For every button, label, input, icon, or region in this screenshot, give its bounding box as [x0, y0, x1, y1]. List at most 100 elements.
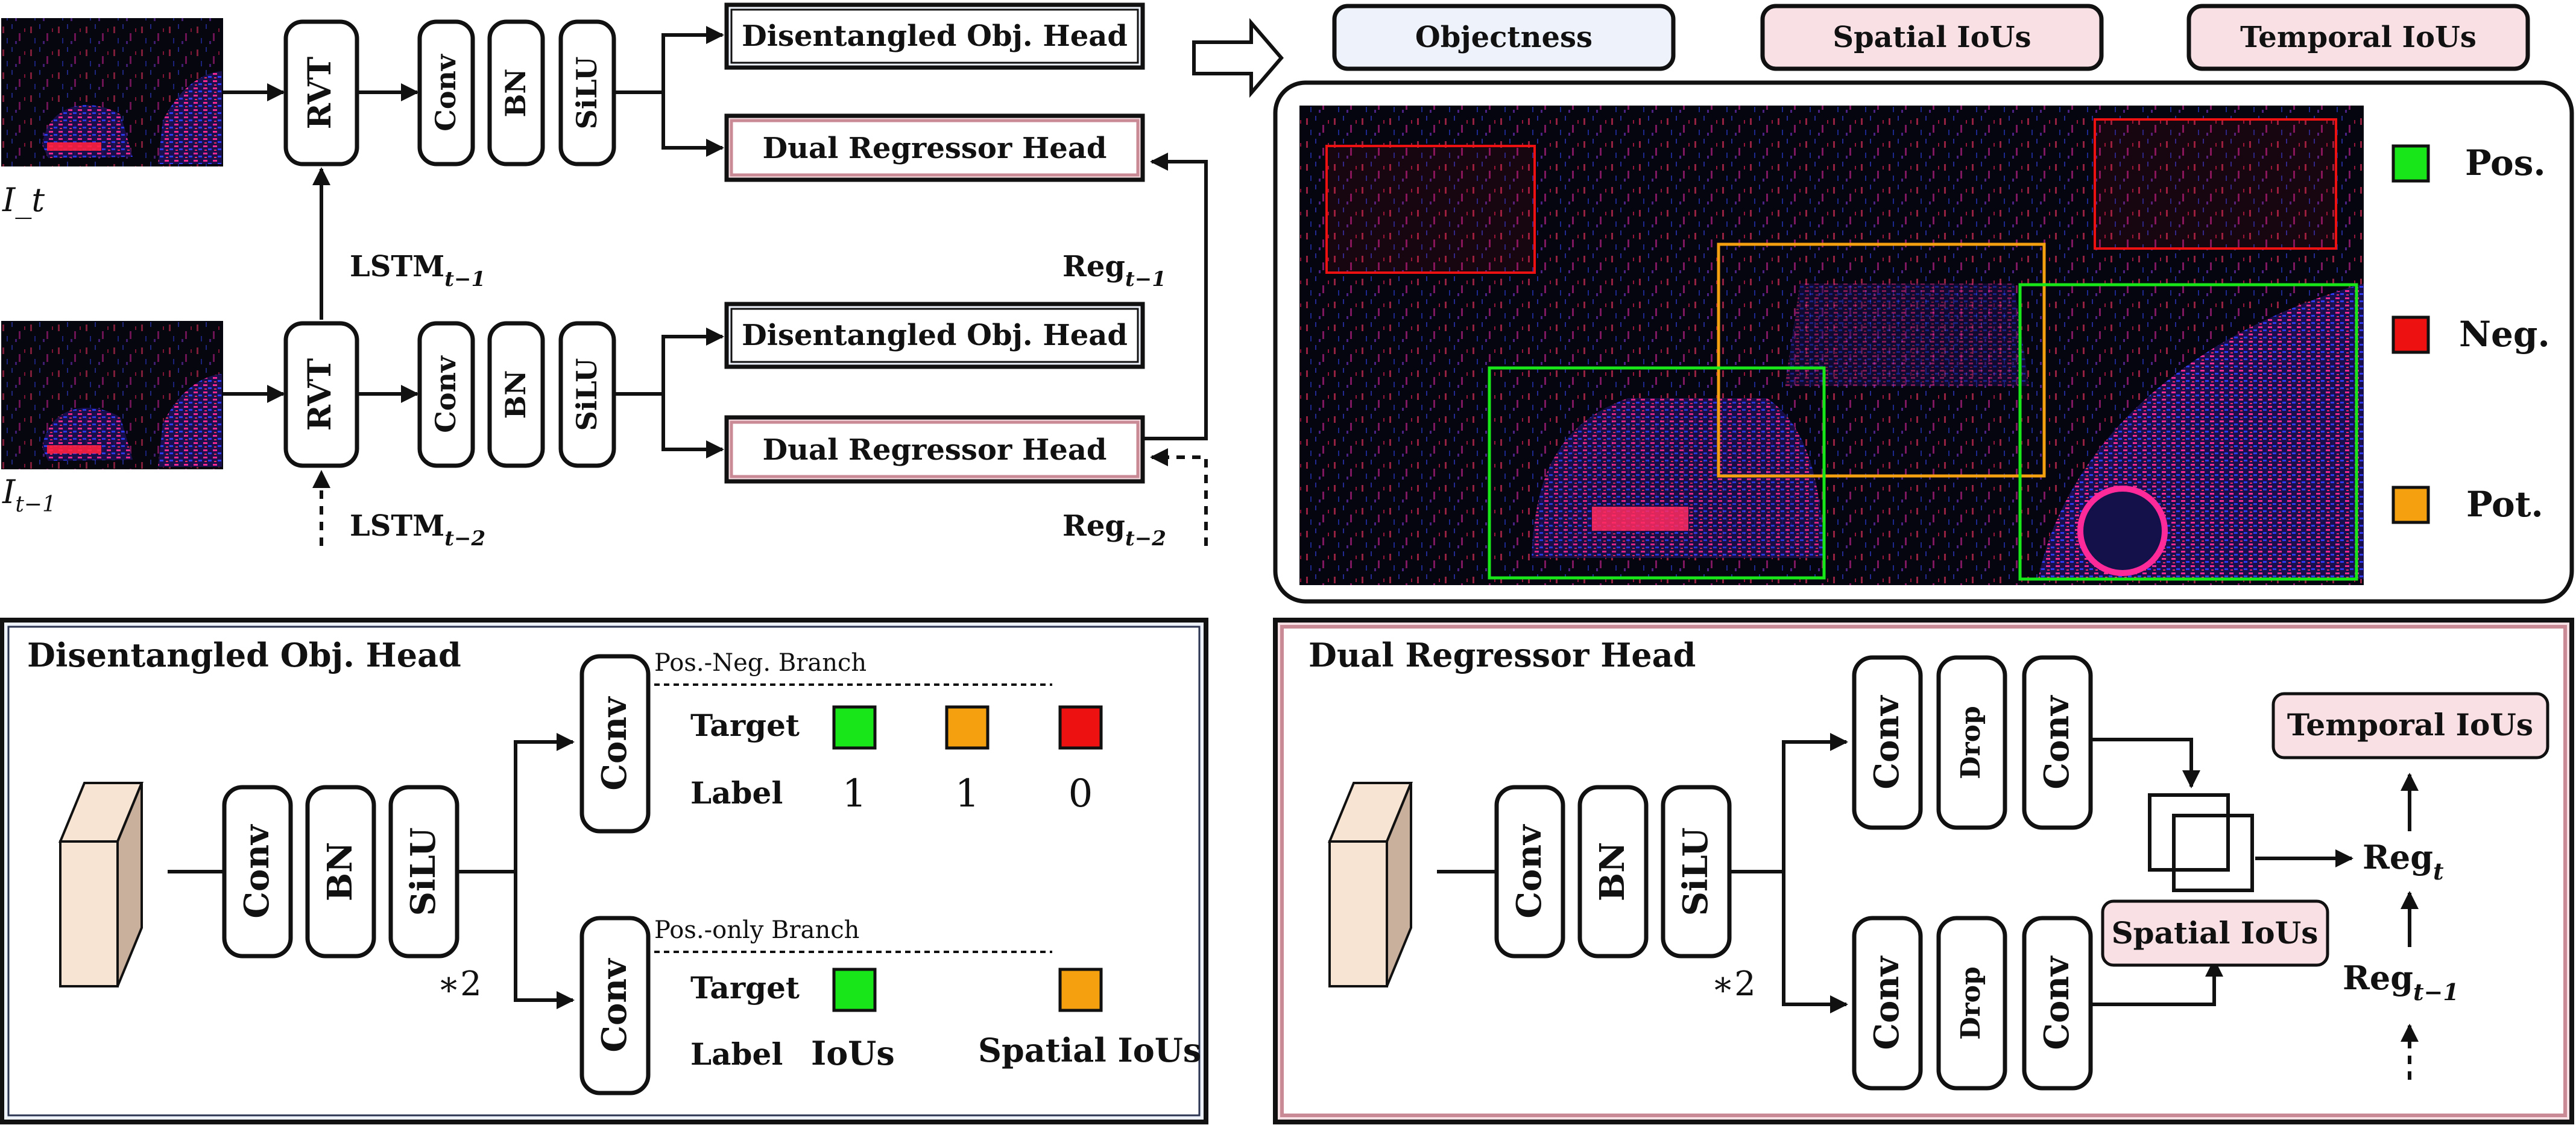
temporal-ious-box [2271, 692, 2549, 759]
obj-head-label-t: Disentangled Obj. Head [742, 19, 1128, 53]
lower-drop-block [1936, 916, 2007, 1091]
pos-swatch-icon [2391, 144, 2430, 183]
pot-box [1717, 242, 2046, 478]
pos-neg-pos-swatch [832, 705, 877, 750]
reg-t-label: Regt [2363, 838, 2444, 885]
dual-silu-label: SiLU [1676, 828, 1716, 916]
lstm-prev2-label: LSTMt−2 [350, 509, 485, 551]
pos-neg-target-label: Target [690, 708, 800, 743]
spatial-ious-box [2101, 899, 2329, 967]
rvt-label-prev: RVT [301, 358, 338, 431]
rvt-label-t: RVT [301, 56, 338, 129]
feature-map-icon [58, 782, 144, 987]
obj-bn-label: BN [320, 842, 360, 902]
pipeline-frame-t: I_t RVT Conv BN SiLU Disentangled Obj. H… [1, 2, 1145, 219]
upper-drop-label: Drop [1956, 706, 1986, 779]
pos-box-right [2018, 283, 2358, 581]
dual-conv-block [1494, 785, 1565, 959]
dual-bn-label: BN [1593, 842, 1632, 902]
obj-conv-block [222, 785, 293, 959]
pos-neg-pot-swatch [945, 705, 990, 750]
bn-block-prev [487, 321, 545, 468]
obj-panel-title: Disentangled Obj. Head [27, 636, 461, 674]
lstm-prev-label: LSTMt−1 [350, 250, 485, 291]
legend-top: Objectness Spatial IoUs Temporal IoUs [1332, 4, 2530, 71]
neg-box-left [1325, 145, 1536, 274]
pot-swatch-icon [2391, 486, 2430, 524]
pos-only-branch-label: Pos.-only Branch [654, 916, 859, 944]
pos-only-conv-label: Conv [595, 958, 634, 1053]
pos-box-left [1488, 366, 1826, 580]
obj-bn-block [305, 785, 376, 959]
label-value-pos: 1 [842, 772, 867, 816]
frame-prev-label: It−1 [2, 473, 56, 517]
upper-conv2-block [2022, 655, 2093, 830]
legend-pot-label: Pot. [2466, 484, 2543, 525]
label-value-neg: 0 [1069, 772, 1093, 816]
neg-box-right [2094, 118, 2337, 250]
frame-t-label: I_t [2, 181, 45, 219]
pos-only-target-label: Target [690, 970, 800, 1006]
pipeline-frame-prev: It−1 RVT Conv BN SiLU Disentangled Obj. … [1, 302, 1145, 517]
neg-swatch-icon [2391, 315, 2430, 354]
silu-label-prev: SiLU [570, 358, 603, 431]
bn-label-prev: BN [499, 370, 532, 419]
bn-block-t [487, 19, 545, 166]
label-value-pot: 1 [955, 772, 980, 816]
flow-arrow-icon [1192, 17, 1284, 98]
conv-block-prev [417, 321, 475, 468]
obj-silu-label: SiLU [403, 828, 443, 916]
temporal-ious-label: Temporal IoUs [2287, 707, 2533, 743]
legend-temporal-label: Temporal IoUs [2240, 21, 2477, 54]
obj-head-panel: Disentangled Obj. Head Conv BN SiLU ∗2 C… [0, 618, 1208, 1124]
dual-head-label-prev: Dual Regressor Head [762, 433, 1106, 467]
legend-right: Pos. Neg. Pot. [2391, 142, 2550, 525]
reg-prev2-label: Regt−2 [1062, 509, 1166, 551]
lower-conv1-block [1852, 916, 1923, 1091]
dual-bn-block [1577, 785, 1649, 959]
upper-conv2-label: Conv [2037, 695, 2077, 790]
pos-neg-conv-label: Conv [595, 696, 634, 791]
obj-conv-label: Conv [237, 824, 277, 919]
legend-objectness [1332, 4, 1676, 71]
lower-conv2-label: Conv [2037, 955, 2077, 1050]
upper-drop-block [1936, 655, 2007, 830]
pos-only-pos-swatch [832, 968, 877, 1012]
event-scene-image [1299, 106, 2364, 585]
pos-neg-neg-swatch [1058, 705, 1103, 750]
legend-pos-label: Pos. [2465, 142, 2546, 183]
dual-head-panel: Dual Regressor Head Conv BN SiLU ∗2 Conv… [1273, 618, 2574, 1124]
pos-only-spatial-label: Spatial IoUs [978, 1031, 1201, 1070]
bn-label-t: BN [499, 69, 532, 118]
dual-mult-label: ∗2 [1711, 965, 1756, 1004]
overlap-boxes-icon [2148, 793, 2254, 892]
legend-neg-label: Neg. [2459, 314, 2550, 355]
upper-conv1-label: Conv [1867, 695, 1907, 790]
pos-only-ious-label: IoUs [811, 1034, 895, 1073]
obj-head-label-prev: Disentangled Obj. Head [742, 318, 1128, 352]
legend-spatial [1760, 4, 2104, 71]
silu-label-t: SiLU [570, 57, 603, 130]
pos-only-conv-block [579, 916, 651, 1095]
dual-head-label-t: Dual Regressor Head [762, 132, 1106, 165]
reg-prev-label: Regt−1 [1062, 250, 1166, 291]
legend-temporal [2186, 4, 2530, 71]
upper-conv1-block [1852, 655, 1923, 830]
dual-conv-label: Conv [1509, 824, 1549, 919]
reg-prev-dual-label: Regt−1 [2343, 959, 2459, 1006]
lower-drop-label: Drop [1956, 966, 1986, 1039]
dual-panel-title: Dual Regressor Head [1309, 636, 1696, 674]
event-frame-t [1, 18, 223, 166]
lower-conv1-label: Conv [1867, 955, 1907, 1050]
pos-neg-branch-label: Pos.-Neg. Branch [654, 649, 867, 677]
dual-feature-map-icon [1328, 782, 1413, 987]
pos-only-pot-swatch [1058, 968, 1103, 1012]
legend-objectness-label: Objectness [1415, 21, 1593, 54]
legend-spatial-label: Spatial IoUs [1833, 21, 2031, 54]
obj-mult-label: ∗2 [437, 965, 482, 1004]
conv-label-t: Conv [429, 54, 462, 132]
conv-block-t [417, 19, 475, 166]
spatial-ious-label: Spatial IoUs [2112, 915, 2319, 951]
conv-label-prev: Conv [429, 355, 462, 433]
